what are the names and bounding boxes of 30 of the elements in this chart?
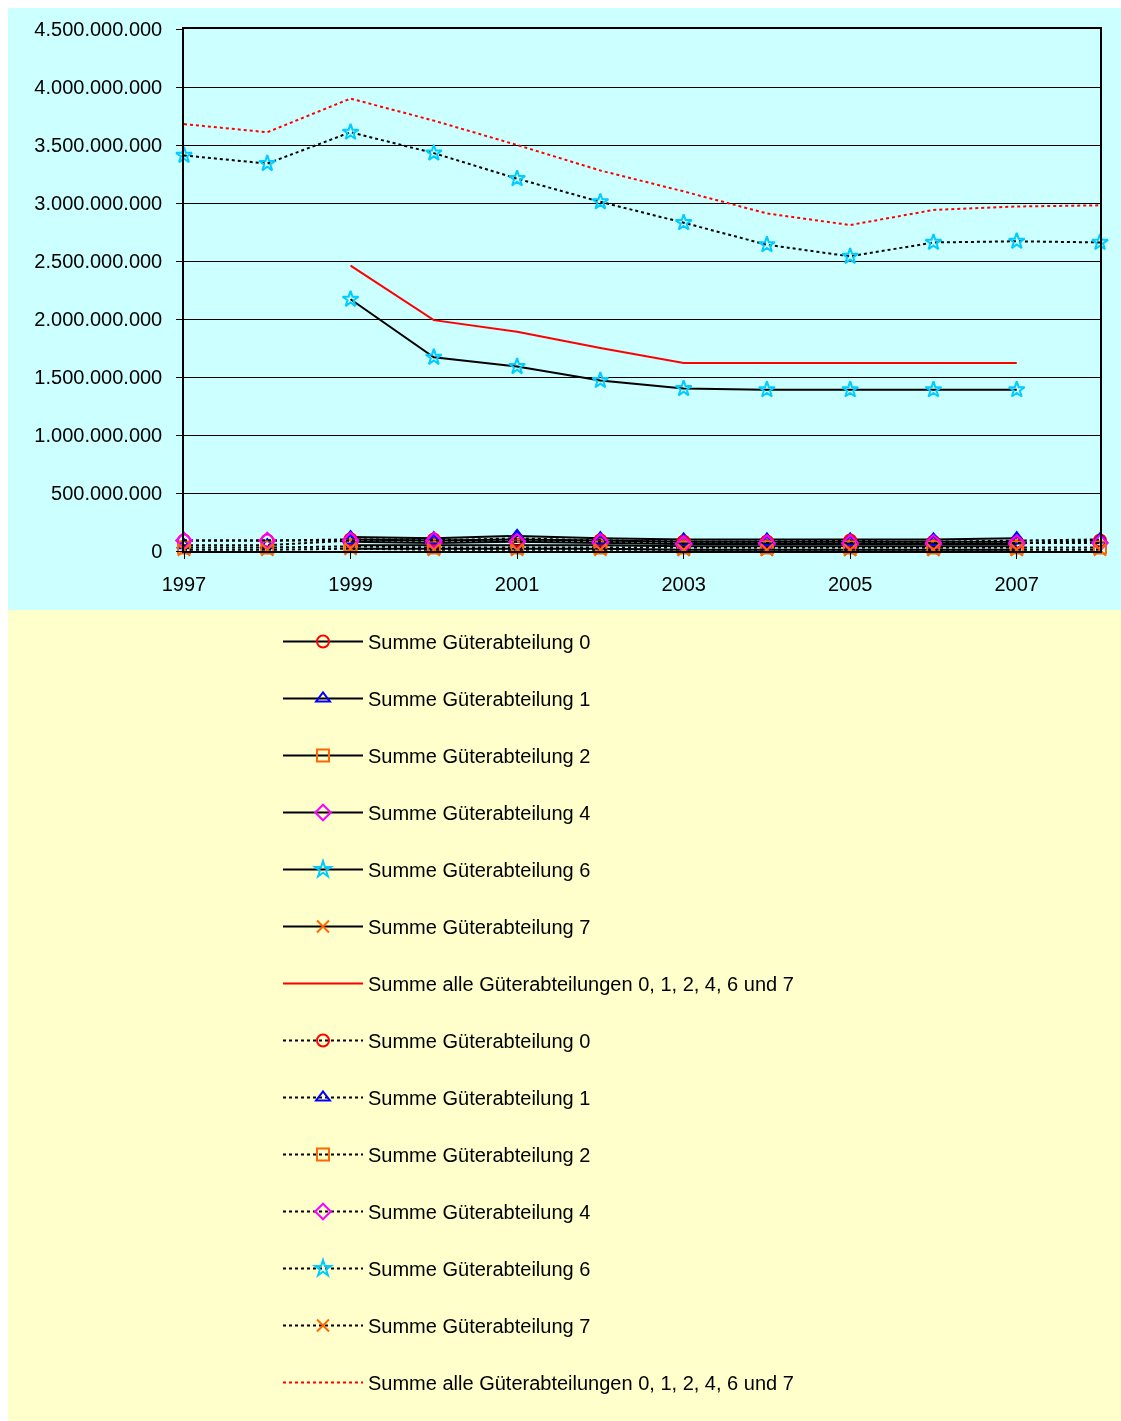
- legend-label: Summe Güterabteilung 2: [368, 1144, 591, 1167]
- y-tick-label: 2.500.000.000: [34, 250, 163, 272]
- legend-label: Summe Güterabteilung 0: [368, 631, 591, 654]
- y-tick-label: 4.500.000.000: [34, 18, 163, 40]
- legend-label: Summe Güterabteilung 6: [368, 859, 591, 882]
- y-tick-label: 0: [151, 540, 163, 562]
- legend-label: Summe Güterabteilung 7: [368, 1315, 591, 1338]
- legend-label: Summe Güterabteilung 6: [368, 1258, 591, 1281]
- legend-label: Summe alle Güterabteilungen 0, 1, 2, 4, 6 und 7: [368, 973, 794, 996]
- legend-label: Summe Güterabteilung 7: [368, 916, 591, 939]
- x-tick-label: 2001: [494, 572, 540, 595]
- legend-label: Summe Güterabteilung 1: [368, 688, 591, 711]
- y-tick-label: 3.500.000.000: [34, 134, 163, 156]
- legend-label: Summe Güterabteilung 4: [368, 802, 591, 825]
- legend-label: Summe Güterabteilung 0: [368, 1030, 591, 1053]
- y-tick-label: 3.000.000.000: [34, 192, 163, 214]
- y-tick-label: 500.000.000: [51, 482, 163, 504]
- x-tick-label: 1997: [161, 572, 207, 595]
- x-tick-label: 2005: [827, 572, 873, 595]
- x-tick-label: 2003: [661, 572, 706, 595]
- y-tick-label: 1.000.000.000: [34, 424, 163, 446]
- x-tick-label: 2007: [994, 572, 1039, 595]
- legend-label: Summe Güterabteilung 4: [368, 1201, 591, 1224]
- legend-label: Summe alle Güterabteilungen 0, 1, 2, 4, 6 und 7: [368, 1372, 794, 1395]
- legend-label: Summe Güterabteilung 1: [368, 1087, 591, 1110]
- y-tick-label: 2.000.000.000: [34, 308, 163, 330]
- y-tick-label: 4.000.000.000: [34, 76, 163, 98]
- x-tick-label: 1999: [328, 572, 373, 595]
- y-tick-label: 1.500.000.000: [34, 366, 163, 388]
- legend-label: Summe Güterabteilung 2: [368, 745, 591, 768]
